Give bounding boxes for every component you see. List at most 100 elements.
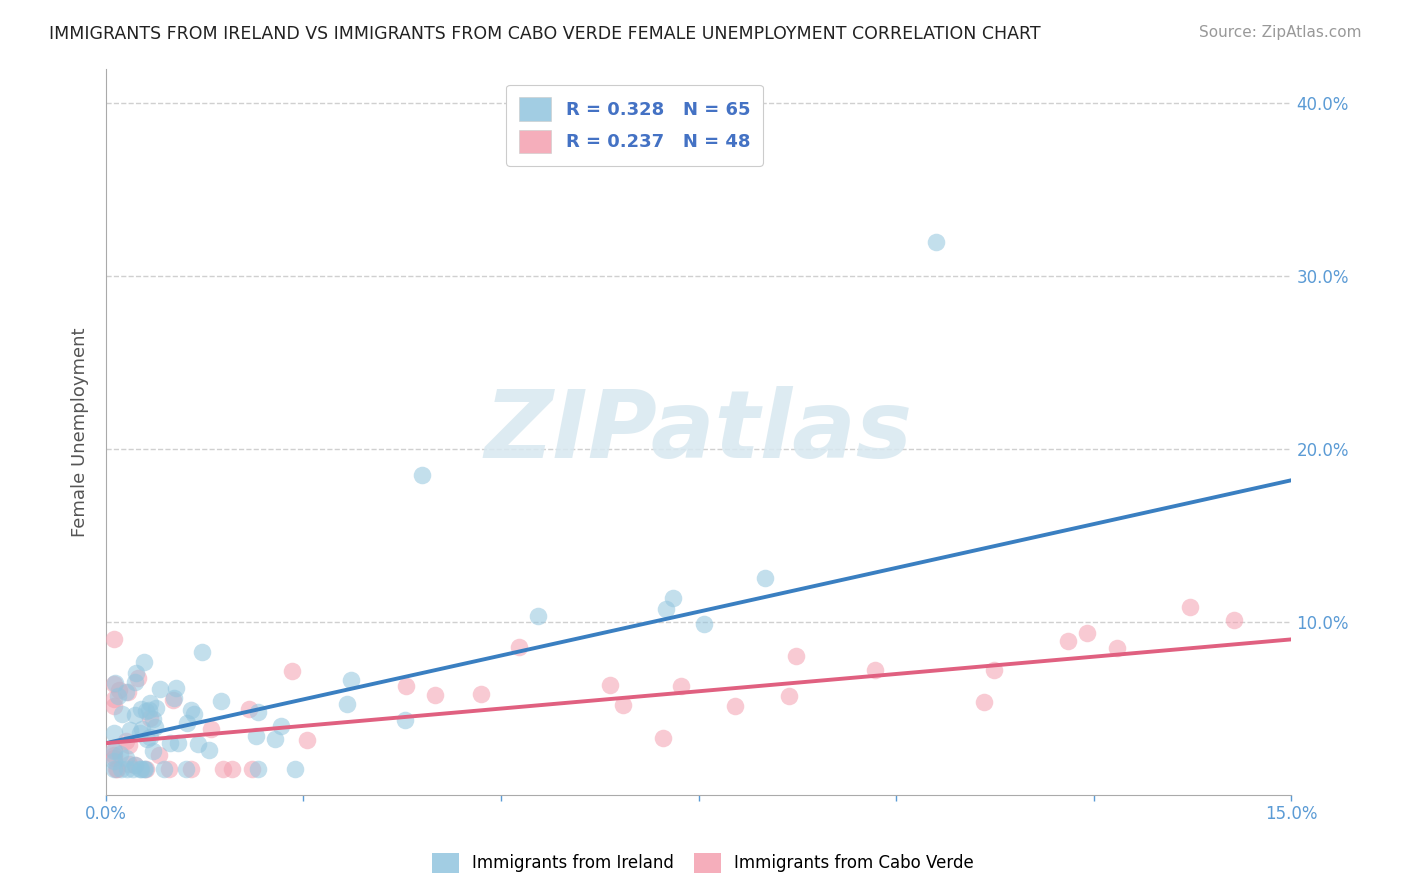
Point — [245, 729, 267, 743]
Point — [138, 703, 160, 717]
Point — [103, 692, 125, 706]
Point — [122, 762, 145, 776]
Point — [136, 731, 159, 746]
Point — [246, 762, 269, 776]
Point — [187, 737, 209, 751]
Y-axis label: Female Unemployment: Female Unemployment — [72, 327, 89, 537]
Point — [221, 762, 243, 776]
Point — [132, 762, 155, 776]
Point — [131, 722, 153, 736]
Point — [651, 731, 673, 745]
Point — [124, 675, 146, 690]
Point — [655, 601, 678, 615]
Point — [212, 762, 235, 776]
Point — [394, 713, 416, 727]
Point — [129, 702, 152, 716]
Point — [190, 645, 212, 659]
Point — [166, 735, 188, 749]
Point — [925, 235, 948, 249]
Point — [200, 722, 222, 736]
Point — [778, 689, 800, 703]
Point — [135, 762, 157, 776]
Point — [103, 747, 125, 762]
Point — [110, 762, 132, 776]
Point — [198, 742, 221, 756]
Point — [693, 616, 716, 631]
Point — [973, 694, 995, 708]
Point — [135, 704, 157, 718]
Point — [118, 757, 141, 772]
Point — [114, 734, 136, 748]
Point — [128, 726, 150, 740]
Point — [107, 690, 129, 704]
Point — [103, 726, 125, 740]
Point — [508, 640, 530, 654]
Point — [1076, 625, 1098, 640]
Point — [785, 648, 807, 663]
Point — [103, 762, 125, 776]
Point — [145, 701, 167, 715]
Point — [162, 693, 184, 707]
Point — [110, 747, 132, 762]
Point — [423, 688, 446, 702]
Point — [125, 665, 148, 680]
Text: Source: ZipAtlas.com: Source: ZipAtlas.com — [1198, 25, 1361, 40]
Point — [165, 681, 187, 696]
Point — [114, 685, 136, 699]
Point — [149, 681, 172, 696]
Point — [180, 762, 202, 776]
Point — [336, 697, 359, 711]
Point — [1107, 640, 1129, 655]
Point — [270, 719, 292, 733]
Point — [118, 723, 141, 738]
Point — [662, 591, 685, 606]
Point — [142, 743, 165, 757]
Point — [117, 762, 139, 776]
Point — [157, 762, 180, 776]
Text: IMMIGRANTS FROM IRELAND VS IMMIGRANTS FROM CABO VERDE FEMALE UNEMPLOYMENT CORREL: IMMIGRANTS FROM IRELAND VS IMMIGRANTS FR… — [49, 25, 1040, 43]
Point — [138, 731, 160, 745]
Point — [723, 698, 745, 713]
Point — [159, 735, 181, 749]
Point — [103, 632, 125, 647]
Point — [124, 757, 146, 772]
Point — [103, 754, 125, 768]
Legend: Immigrants from Ireland, Immigrants from Cabo Verde: Immigrants from Ireland, Immigrants from… — [426, 847, 980, 880]
Point — [107, 683, 129, 698]
Point — [209, 694, 232, 708]
Point — [111, 706, 134, 721]
Point — [142, 713, 165, 727]
Point — [139, 696, 162, 710]
Point — [132, 655, 155, 669]
Point — [129, 762, 152, 776]
Point — [180, 703, 202, 717]
Point — [395, 679, 418, 693]
Point — [104, 676, 127, 690]
Point — [340, 673, 363, 687]
Point — [599, 677, 621, 691]
Point — [176, 715, 198, 730]
Point — [238, 702, 260, 716]
Point — [148, 748, 170, 763]
Point — [284, 762, 307, 776]
Point — [470, 687, 492, 701]
Point — [264, 731, 287, 746]
Point — [103, 750, 125, 764]
Point — [983, 663, 1005, 677]
Legend: R = 0.328   N = 65, R = 0.237   N = 48: R = 0.328 N = 65, R = 0.237 N = 48 — [506, 85, 763, 166]
Point — [128, 762, 150, 776]
Point — [183, 707, 205, 722]
Point — [118, 738, 141, 752]
Point — [124, 708, 146, 723]
Point — [103, 699, 125, 714]
Point — [138, 711, 160, 725]
Point — [143, 720, 166, 734]
Point — [134, 762, 156, 776]
Point — [174, 762, 197, 776]
Text: ZIPatlas: ZIPatlas — [485, 386, 912, 478]
Point — [153, 762, 176, 776]
Point — [115, 751, 138, 765]
Point — [103, 743, 125, 757]
Point — [526, 609, 548, 624]
Point — [117, 685, 139, 699]
